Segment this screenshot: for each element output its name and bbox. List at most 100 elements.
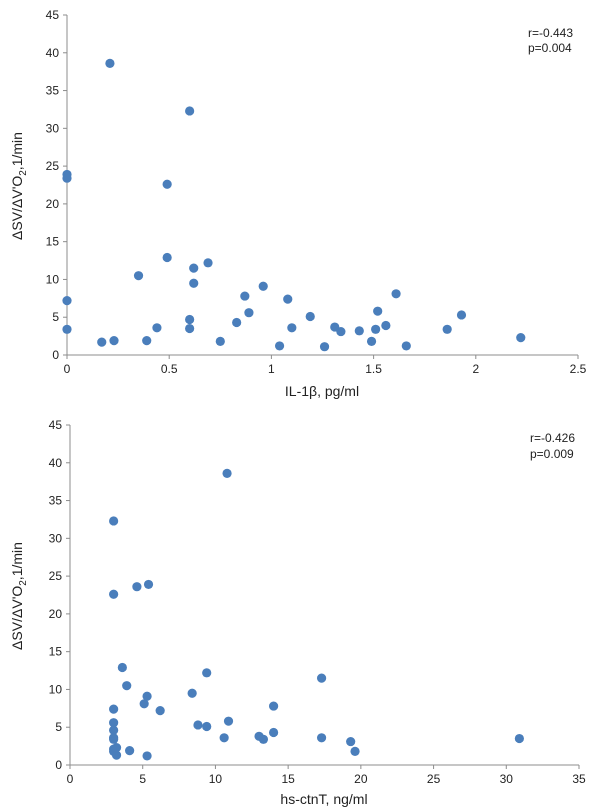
data-point	[142, 691, 152, 701]
data-point	[202, 721, 212, 732]
data-point	[143, 579, 154, 590]
y-tick-label: 20	[49, 607, 63, 621]
x-tick-label: 20	[354, 772, 368, 786]
data-point	[319, 342, 330, 352]
data-point	[287, 323, 297, 333]
y-tick-label: 10	[49, 682, 63, 696]
x-tick-label: 30	[500, 772, 514, 786]
data-point	[223, 716, 234, 726]
y-tick-label: 30	[46, 121, 60, 135]
data-point	[316, 733, 327, 743]
y-tick-label: 10	[46, 272, 60, 286]
data-point	[258, 281, 268, 291]
y-tick-label: 15	[46, 235, 60, 249]
data-point	[142, 336, 152, 346]
data-point	[109, 336, 119, 346]
data-point	[122, 681, 132, 691]
data-point	[336, 326, 346, 337]
data-point	[109, 734, 119, 744]
x-tick-label: 1	[268, 362, 275, 376]
x-tick-label: 2.5	[570, 362, 587, 376]
correlation-r: r=-0.443	[528, 26, 573, 40]
data-point	[62, 296, 72, 306]
data-point	[215, 336, 225, 346]
data-point	[185, 106, 195, 116]
data-point	[62, 173, 72, 183]
x-tick-label: 15	[281, 772, 295, 786]
y-tick-label: 45	[49, 418, 63, 432]
data-point	[62, 324, 72, 334]
p-value: p=0.004	[528, 41, 572, 55]
y-tick-label: 0	[55, 758, 62, 772]
data-point	[162, 179, 172, 189]
y-tick-label: 5	[55, 720, 62, 734]
x-tick-label: 0.5	[161, 362, 178, 376]
scatter-chart-hs-ctnt: ΔSV/ΔV'O2,1/min hs-ctnT, ng/ml r=-0.426 …	[9, 418, 586, 807]
y-tick-label: 5	[52, 310, 59, 324]
data-point	[152, 323, 162, 333]
y-tick-label: 15	[49, 645, 63, 659]
data-point	[269, 701, 279, 711]
data-point	[232, 317, 242, 328]
data-point	[366, 336, 377, 346]
data-point	[117, 662, 127, 673]
data-point	[111, 743, 122, 753]
data-point	[155, 706, 165, 716]
data-point	[456, 310, 467, 320]
data-point	[316, 673, 327, 683]
data-point	[139, 699, 149, 709]
data-point	[97, 337, 107, 347]
x-tick-label: 5	[139, 772, 146, 786]
data-point	[514, 733, 524, 744]
data-point	[274, 341, 285, 351]
data-point	[111, 750, 122, 760]
data-point	[371, 324, 381, 334]
data-point	[109, 516, 119, 526]
y-tick-label: 30	[49, 531, 63, 545]
data-point	[354, 326, 364, 336]
data-point	[401, 341, 411, 351]
data-point	[109, 725, 119, 735]
data-point	[240, 291, 250, 301]
data-point	[391, 289, 401, 299]
x-tick-label: 10	[209, 772, 223, 786]
data-point	[189, 278, 199, 288]
y-tick-label: 35	[46, 84, 60, 98]
data-point	[187, 688, 197, 698]
data-point	[125, 746, 135, 756]
data-point	[350, 746, 360, 757]
data-point	[346, 736, 356, 747]
y-tick-label: 25	[49, 569, 63, 583]
y-axis-title: ΔSV/ΔV'O2,1/min	[9, 132, 29, 240]
y-tick-label: 40	[46, 46, 60, 60]
x-tick-label: 1.5	[365, 362, 382, 376]
data-point	[133, 271, 144, 281]
y-tick-label: 0	[52, 348, 59, 362]
data-point	[185, 314, 195, 325]
y-tick-label: 45	[46, 8, 60, 22]
y-tick-label: 40	[49, 456, 63, 470]
data-point	[132, 582, 142, 592]
p-value: p=0.009	[530, 447, 574, 461]
x-axis-title: hs-ctnT, ng/ml	[280, 791, 367, 807]
data-point	[162, 252, 172, 263]
data-point	[109, 589, 119, 599]
data-point	[222, 468, 232, 478]
data-point	[442, 324, 452, 334]
data-point	[109, 718, 119, 728]
data-point	[193, 720, 203, 730]
y-tick-label: 35	[49, 494, 63, 508]
y-axis-title: ΔSV/ΔV'O2,1/min	[9, 542, 29, 650]
data-point	[185, 323, 195, 334]
scatter-chart-il1b: ΔSV/ΔV'O2,1/min IL-1β, pg/ml r=-0.443 p=…	[9, 8, 587, 399]
y-tick-label: 20	[46, 197, 60, 211]
correlation-r: r=-0.426	[530, 431, 575, 445]
data-point	[381, 320, 391, 331]
data-point	[244, 308, 254, 318]
data-point	[269, 727, 279, 738]
data-point	[283, 294, 293, 304]
x-tick-label: 0	[64, 362, 71, 376]
data-point	[258, 734, 269, 744]
data-point	[305, 311, 315, 322]
